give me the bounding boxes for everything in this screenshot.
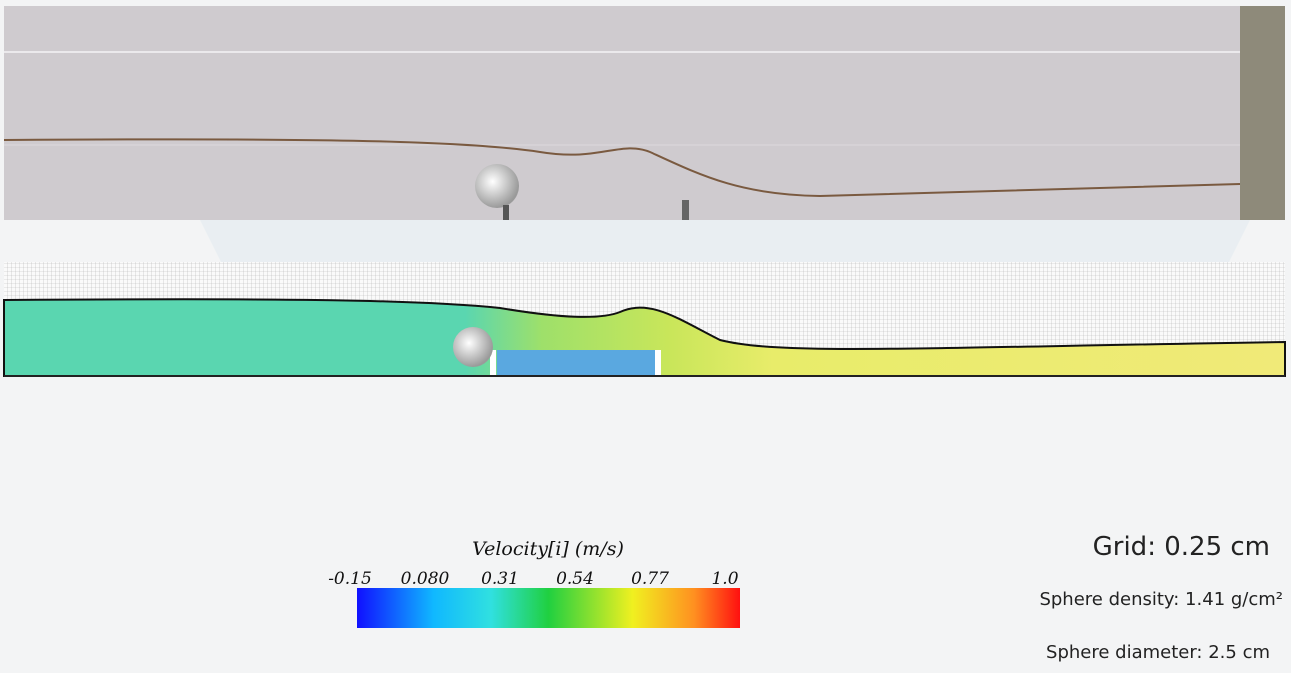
colorbar-tick-label: -0.15 [328, 569, 372, 589]
colorbar-title: Velocity[i] (m/s) [472, 538, 624, 560]
colorbar-tick-label: 1.0 [711, 569, 738, 589]
colorbar-tick-label: 0.77 [631, 569, 669, 589]
diameter-info: Sphere diameter: 2.5 cm [1046, 642, 1270, 663]
colorbar-tick-label: 0.31 [481, 569, 519, 589]
colorbar-tick-label: 0.54 [556, 569, 594, 589]
colorbar-tick-label: 0.080 [401, 569, 450, 589]
colorbar [357, 588, 740, 628]
scene: Velocity[i] (m/s) -0.15 0.080 0.31 0.54 0.77… [0, 0, 1291, 673]
grid-info: Grid: 0.25 cm [1093, 532, 1270, 562]
simulation [4, 262, 1285, 376]
density-info: Sphere density: 1.41 g/cm² [1039, 589, 1283, 610]
photo [4, 6, 1285, 220]
page: Velocity[i] (m/s) -0.15 0.080 0.31 0.54 0.77… [0, 0, 1291, 673]
